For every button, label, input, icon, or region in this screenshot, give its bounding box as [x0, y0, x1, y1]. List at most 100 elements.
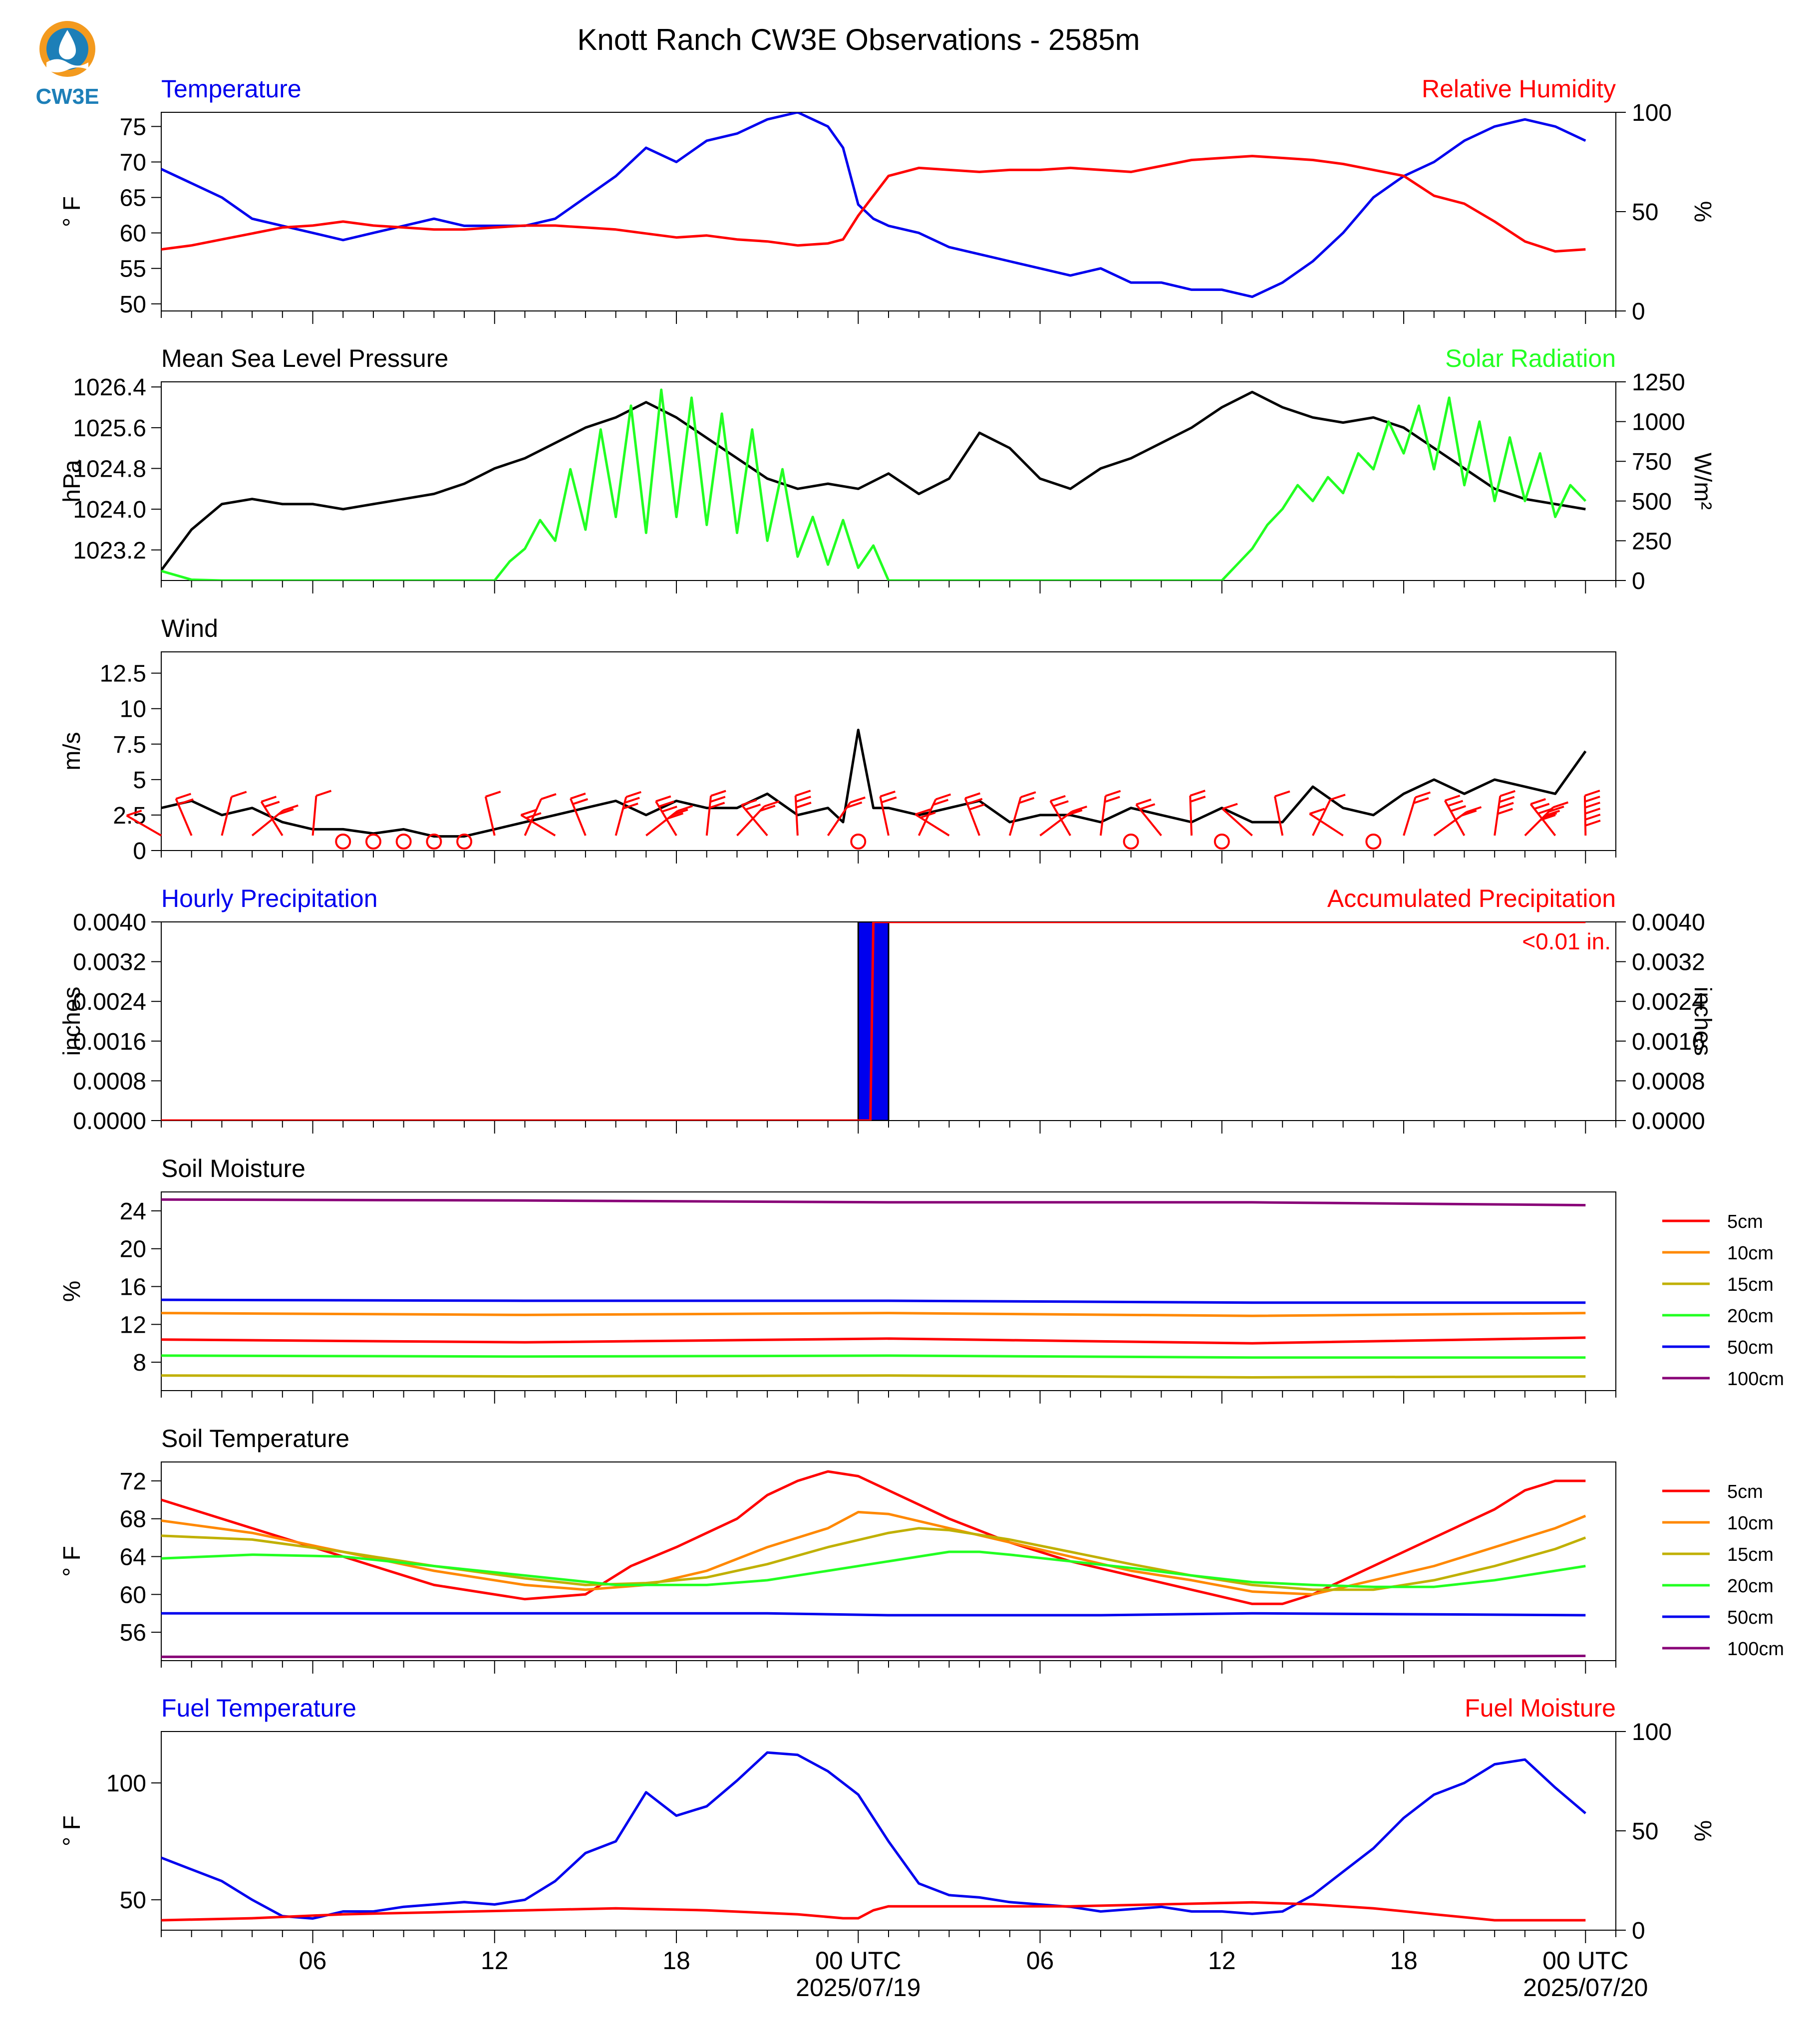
wind-barb-flag [880, 790, 896, 798]
wind-barb [614, 797, 627, 836]
wind-barb-flag [1500, 790, 1516, 797]
y-right-tick-label: 100 [1632, 100, 1672, 126]
wind-barb-flag [315, 790, 332, 797]
figure-title: Knott Ranch CW3E Observations - 2585m [577, 23, 1140, 56]
wind-barb-flag [932, 799, 949, 806]
y-tick-label: 0.0032 [73, 949, 146, 976]
wind-barb-flag [658, 800, 674, 808]
wind-barb-flag [126, 810, 142, 817]
wind-barb-flag [710, 790, 726, 797]
wind-barb [1049, 800, 1071, 837]
logo-water-drop-icon [59, 30, 76, 59]
wind-barb [1524, 807, 1554, 837]
y-tick-label: 0.0008 [73, 1068, 146, 1095]
wind-barb-flag [881, 796, 897, 804]
series-line [161, 1655, 1586, 1658]
wind-barb-flag [175, 793, 192, 800]
wind-barb-calm [335, 834, 351, 850]
y-tick-label: 24 [120, 1198, 146, 1225]
wind-barb-flag [485, 791, 501, 798]
y-right-tick-label: 0.0024 [1632, 989, 1705, 1015]
wind-barb-calm [426, 834, 442, 850]
y-axis-label: m/s [59, 732, 85, 770]
plot-frame [161, 1191, 1616, 1391]
wind-barb [879, 796, 890, 836]
y-right-tick-label: 0 [1632, 568, 1645, 594]
y-tick-label: 12 [120, 1312, 146, 1338]
y-tick-label: 68 [120, 1506, 146, 1533]
y-tick-label: 100 [106, 1770, 146, 1797]
legend-label: 100cm [1727, 1369, 1784, 1390]
panel-1: 50 55 60 65 70 75 0 50 100 ° F % Temperature Relativ… [59, 75, 1716, 325]
x-tick-label: 06 [1026, 1947, 1054, 1975]
wind-barb-flag [935, 793, 951, 801]
wind-barb-flag [624, 797, 640, 804]
legend-label: 10cm [1727, 1243, 1774, 1264]
wind-barb-flag [1018, 797, 1035, 804]
wind-barb-flag [1537, 807, 1553, 815]
y-tick-label: 0.0000 [73, 1108, 146, 1135]
plot-frame [161, 381, 1616, 581]
wind-barb-calm [1123, 834, 1139, 850]
series-line [161, 1298, 1586, 1304]
wind-barb-calm [850, 834, 867, 850]
wind-barb-flag [1136, 798, 1152, 806]
wind-barb-flag [1020, 791, 1036, 798]
y-right-axis-label: W/m² [1689, 453, 1716, 510]
wind-barb [1135, 804, 1162, 837]
panel-title-left: Temperature [161, 75, 302, 103]
wind-barb-flag [1541, 812, 1557, 820]
wind-barb-flag [1584, 796, 1600, 803]
series-line [161, 155, 1586, 253]
y-tick-label: 1023.2 [73, 538, 146, 564]
wind-barb-flag [655, 795, 671, 803]
wind-barb [1099, 796, 1107, 836]
wind-barb [1008, 797, 1022, 836]
wind-barb-flag [795, 796, 811, 803]
wind-barb [1221, 808, 1253, 837]
y-tick-label: 7.5 [113, 732, 146, 758]
wind-barb-flag [1534, 803, 1550, 810]
wind-barb-flag [1190, 796, 1206, 803]
y-right-tick-label: 0 [1632, 1918, 1645, 1944]
wind-barb [221, 796, 233, 836]
y-right-tick-label: 0.0016 [1632, 1029, 1705, 1055]
wind-barb-flag [846, 801, 863, 809]
wind-barb-flag [1499, 796, 1515, 803]
legend-label: 15cm [1727, 1544, 1774, 1565]
wind-barb [736, 806, 765, 837]
legend-label: 20cm [1727, 1306, 1774, 1327]
logo-wave-icon [46, 59, 88, 72]
panel-4: 0.0000 0.0008 0.0016 0.0024 0.0032 0.0040 0.00… [59, 884, 1716, 1135]
wind-barb-flag [661, 806, 677, 813]
y-right-tick-label: 750 [1632, 449, 1672, 475]
y-tick-label: 75 [120, 114, 146, 140]
x-tick-label: 18 [662, 1947, 690, 1975]
y-axis-label: ° F [59, 1815, 85, 1846]
wind-barb-flag [178, 798, 194, 806]
wind-barb-flag [283, 804, 299, 812]
y-tick-label: 70 [120, 150, 146, 176]
x-tick-label: 00 UTC [1542, 1947, 1628, 1975]
wind-barb-flag [1498, 802, 1514, 809]
y-tick-label: 65 [120, 185, 146, 212]
wind-barb [1039, 811, 1073, 837]
y-right-tick-label: 100 [1632, 1719, 1672, 1745]
panel-title-left: Hourly Precipitation [161, 884, 378, 912]
wind-barb-flag [1053, 800, 1069, 808]
series-line [161, 1901, 1586, 1922]
wind-barb-flag [1139, 803, 1156, 811]
wind-barb-flag [1466, 806, 1482, 813]
wind-barb-flag [1530, 798, 1546, 805]
y-tick-label: 0 [133, 838, 146, 865]
wind-barb-flag [914, 808, 931, 816]
legend-label: 10cm [1727, 1513, 1774, 1534]
wind-barb-flag [1050, 795, 1066, 802]
y-right-tick-label: 1250 [1632, 369, 1685, 396]
wind-barb-flag [1584, 808, 1601, 815]
y-right-tick-label: 50 [1632, 199, 1658, 226]
wind-barb-flag [541, 793, 557, 800]
y-tick-label: 60 [120, 1582, 146, 1608]
